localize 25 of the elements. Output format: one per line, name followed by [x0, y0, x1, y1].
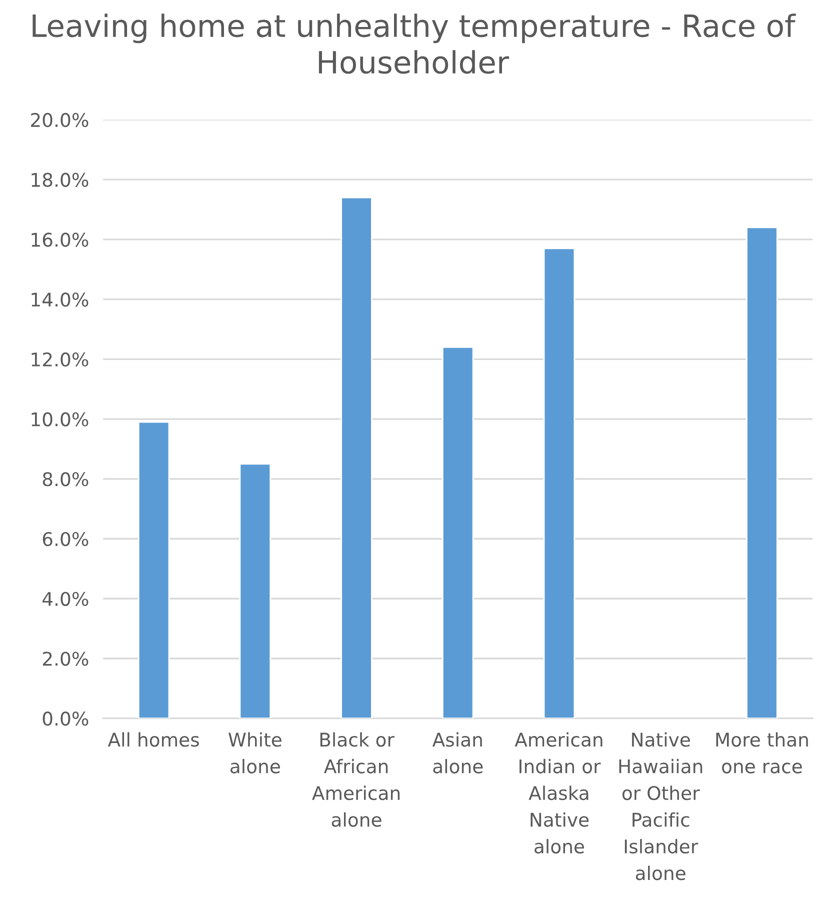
bar [138, 421, 170, 718]
x-tick-label: Asian alone [432, 732, 483, 774]
bar [442, 346, 474, 718]
x-tick-label: All homes [108, 732, 199, 747]
y-tick-label: 10.0% [32, 412, 88, 426]
y-tick-label: 6.0% [42, 532, 88, 546]
y-tick-label: 16.0% [32, 232, 88, 247]
x-tick-label: More than one race [716, 732, 808, 774]
y-tick-label: 0.0% [42, 712, 88, 726]
bar [543, 248, 576, 718]
x-tick-label: Black or African American alone [312, 732, 400, 827]
y-tick-label: 18.0% [32, 172, 88, 187]
bar [239, 463, 272, 718]
y-tick-label: 8.0% [42, 472, 88, 486]
bar [340, 196, 372, 718]
x-tick-label: White alone [228, 732, 282, 774]
bar [746, 226, 778, 718]
y-tick-label: 4.0% [42, 592, 88, 606]
y-tick-label: 20.0% [31, 112, 88, 128]
x-tick-label: American Indian or Alaska Native alone [514, 732, 602, 854]
y-tick-label: 2.0% [42, 652, 88, 666]
x-tick-label: Native Hawaiian or Other Pacific Islander alone [619, 732, 702, 880]
y-tick-label: 12.0% [32, 352, 88, 367]
chart-title: Leaving home at unhealthy temperature - Race of Householder [32, 14, 796, 74]
y-tick-label: 14.0% [32, 292, 88, 307]
